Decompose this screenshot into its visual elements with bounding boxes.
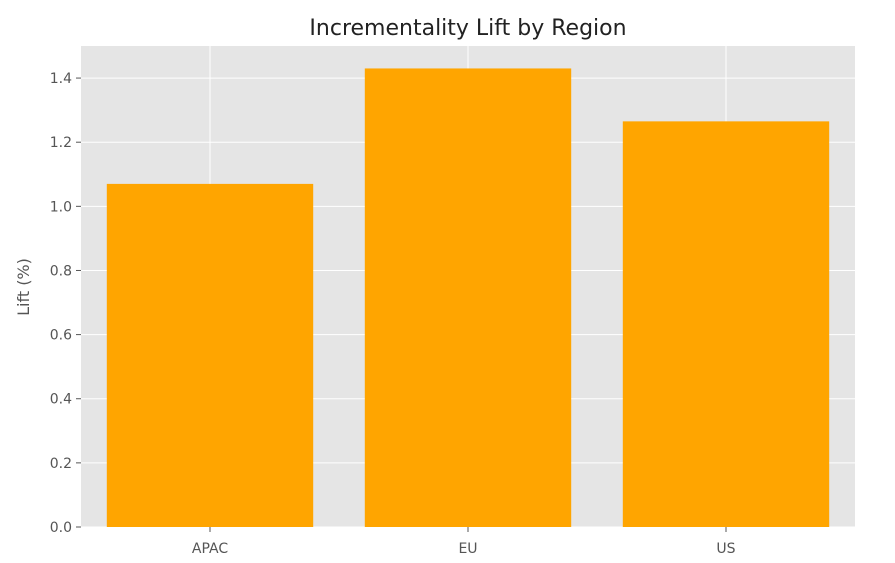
x-tick-label: APAC [192, 541, 228, 557]
y-tick-label: 0.2 [50, 456, 72, 472]
bars [106, 68, 830, 528]
bar-eu [364, 68, 572, 528]
axis-ticks: 0.0 0.2 0.4 0.6 0.8 1.0 1.2 1.4 APAC EU US [50, 71, 736, 557]
y-tick-label: 0.0 [50, 520, 72, 536]
y-tick-label: 0.4 [50, 392, 72, 408]
x-tick-label: US [716, 541, 735, 557]
y-tick-label: 0.6 [50, 328, 72, 344]
chart-title: Incrementality Lift by Region [309, 16, 626, 41]
bar-us [622, 121, 830, 528]
y-tick-label: 1.0 [50, 199, 72, 215]
bar-apac [106, 183, 314, 528]
y-axis-label: Lift (%) [14, 258, 33, 316]
y-tick-label: 1.2 [50, 135, 72, 151]
y-tick-label: 1.4 [50, 71, 72, 87]
x-tick-label: EU [458, 541, 477, 557]
y-tick-label: 0.8 [50, 263, 72, 279]
